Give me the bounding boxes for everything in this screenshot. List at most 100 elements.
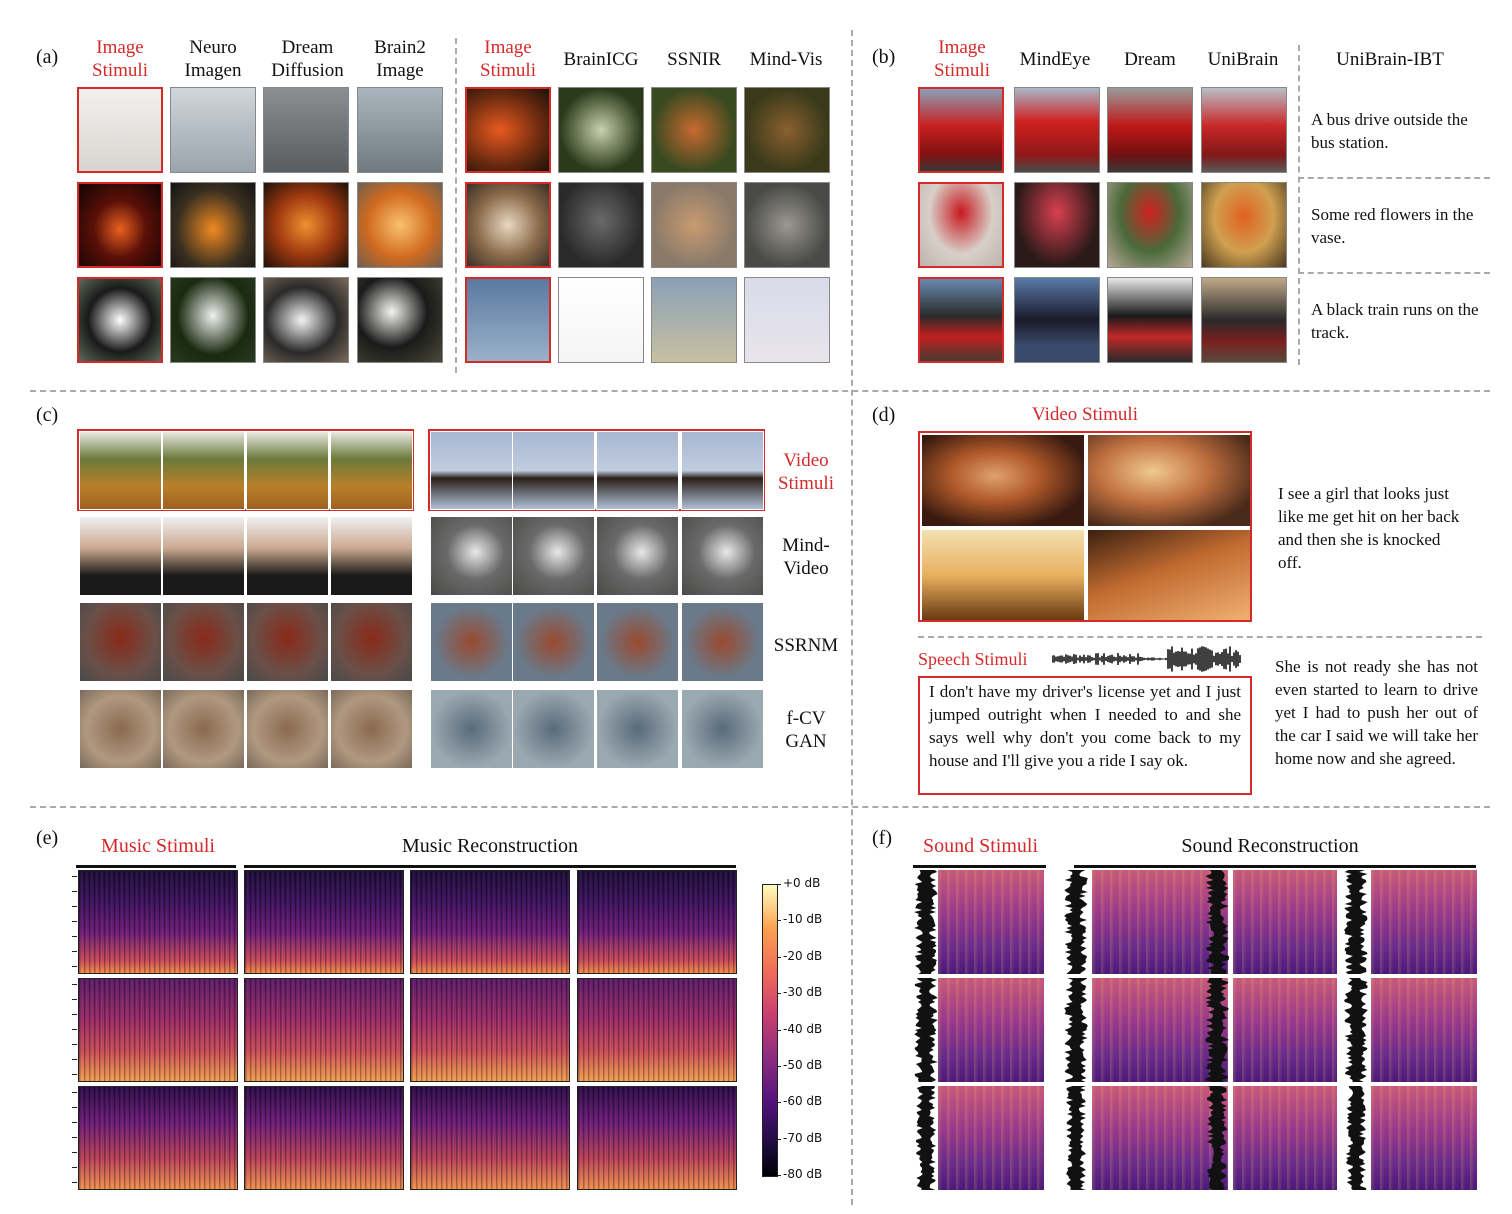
panel-a-header-ssnir: SSNIR [667,49,721,70]
panel-f-spectrogram-r3-c2 [1092,1086,1228,1190]
panel-c-frame-r2-left-2 [162,516,245,596]
panel-f-waveform-shape [1205,978,1229,1082]
panel-c-frame-r4-left-3 [246,689,329,769]
panel-c-frame-r4-right-3 [596,689,679,769]
colorbar-tick-mark [777,1065,781,1067]
panel-c-stim-frame-left [77,429,414,511]
panel-c-frame-r4-left-4 [330,689,413,769]
colorbar-tick-mark [777,1029,781,1031]
panel-f-waveform-r2-c3 [1205,978,1229,1082]
panel-f-recon-underline [1074,865,1476,868]
panel-f-waveform-r3-c2 [1066,1086,1087,1190]
panel-c-frame-r2-right-3 [596,516,679,596]
panel-e-spectrogram-r1-c2 [244,870,404,974]
panel-a-header-brainicg: BrainICG [563,49,639,70]
row-divider-1 [30,390,1490,392]
panel-a-image-r1-c8 [744,87,830,173]
panel-c-frame-r3-left-2 [162,602,245,682]
panel-b-header-unibrain-ibt: UniBrain-IBT [1336,49,1444,70]
colorbar-tick-label: +0 dB [783,876,821,890]
panel-c-frame-r1-right-4 [681,431,764,510]
panel-a-header-neuroimagen: Neuro Imagen [184,37,242,81]
panel-f-spectrogram-r2-c4 [1371,978,1477,1082]
panel-e-ytick [72,1074,77,1075]
panel-d-speech-caption: She is not ready she has not even starte… [1275,657,1478,768]
panel-e-ytick [72,984,77,985]
panel-b-letter: (b) [872,46,896,68]
panel-f-spectrogram-r1-c2 [1092,870,1228,974]
panel-b-image-r1-c1 [918,87,1004,173]
panel-f-spectrogram-r1-c1 [938,870,1044,974]
colorbar-tick-mark [777,920,781,922]
panel-a-image-r2-c5 [465,182,551,268]
panel-b-image-r2-c1 [918,182,1004,268]
panel-c-frame-r2-right-2 [512,516,595,596]
panel-a-image-r1-c3 [263,87,349,173]
panel-c-label-ssrnm: SSRNM [773,635,839,656]
panel-f-waveform-shape [1064,870,1088,974]
panel-f-waveform-r1-c2 [1064,870,1088,974]
panel-a-image-r1-c2 [170,87,256,173]
panel-f-waveform-shape [1344,870,1368,974]
panel-b-caption-1: A bus drive outside the bus station. [1311,110,1468,152]
panel-f-stim-label: Sound Stimuli [922,835,1039,857]
panel-b-image-r2-c4 [1201,182,1287,268]
panel-a-image-r2-c6 [558,182,644,268]
panel-f-waveform-shape [916,1086,937,1190]
panel-a-image-r2-c2 [170,182,256,268]
panel-f-waveform-shape [1206,1086,1228,1190]
video-frame-2 [1088,435,1250,526]
panel-a-header-mindvis: Mind-Vis [749,49,823,70]
colorbar-tick-mark [777,1102,781,1104]
panel-e-ytick [72,999,77,1000]
panel-d-speech-label: Speech Stimuli [918,649,1028,669]
panel-a-header-brain2image: Brain2 Image [374,37,426,81]
panel-a-image-r1-c5 [465,87,551,173]
panel-f-waveform-r1-c3 [1205,870,1229,974]
panel-d-video-caption: I see a girl that looks just like me get… [1278,484,1460,572]
panel-c-frame-r2-right-4 [681,516,764,596]
panel-f-spectrogram-r1-c4 [1371,870,1477,974]
panel-e-ytick [72,936,77,937]
colorbar-tick-label: -10 dB [783,912,823,927]
panel-a-image-r2-c3 [263,182,349,268]
panel-c-frame-r1-left-1 [79,431,162,510]
panel-a-image-r3-c4 [357,277,443,363]
panel-a-divider [455,38,457,373]
panel-a-image-r3-c3 [263,277,349,363]
panel-f-waveform-shape [1345,1086,1367,1190]
panel-c-stim-frame-right [428,429,765,511]
panel-e-ytick [72,876,77,877]
panel-e-stim-underline [76,865,236,868]
panel-c-frame-r4-left-2 [162,689,245,769]
panel-c-frame-r4-left-1 [79,689,162,769]
colorbar-tick-label: -40 dB [783,1021,823,1036]
panel-a-image-r3-c8 [744,277,830,363]
panel-a-image-r3-c1 [77,277,163,363]
panel-f-spectrogram-r2-c2 [1092,978,1228,1082]
panel-b-caption-2: Some red flowers in the vase. [1311,205,1474,247]
colorbar-tick-label: -80 dB [783,1167,823,1181]
panel-f-waveform-r2-c2 [1064,978,1088,1082]
panel-e-spectrogram-r2-c3 [410,978,570,1082]
panel-b-image-r2-c2 [1014,182,1100,268]
panel-b-header-dream: Dream [1124,49,1176,70]
panel-b-image-r1-c2 [1014,87,1100,173]
panel-e-ytick [72,1122,77,1123]
panel-b-image-r3-c1 [918,277,1004,363]
panel-d-letter: (d) [872,404,896,426]
panel-f-waveform-r1-c4 [1344,870,1368,974]
panel-c-frame-r3-right-3 [596,602,679,682]
panel-e-spectrogram-r2-c2 [244,978,404,1082]
panel-e-spectrogram-r1-c1 [78,870,238,974]
panel-a-image-r1-c6 [558,87,644,173]
panel-e-spectrogram-r2-c1 [78,978,238,1082]
panel-e-ytick [72,921,77,922]
panel-f-recon-label: Sound Reconstruction [1181,835,1359,857]
panel-a-image-r1-c4 [357,87,443,173]
panel-b-image-r1-c4 [1201,87,1287,173]
panel-a-image-r3-c5 [465,277,551,363]
panel-f-spectrogram-r3-c3 [1233,1086,1337,1190]
panel-f-spectrogram-r3-c4 [1371,1086,1477,1190]
panel-c-frame-r3-right-1 [430,602,513,682]
